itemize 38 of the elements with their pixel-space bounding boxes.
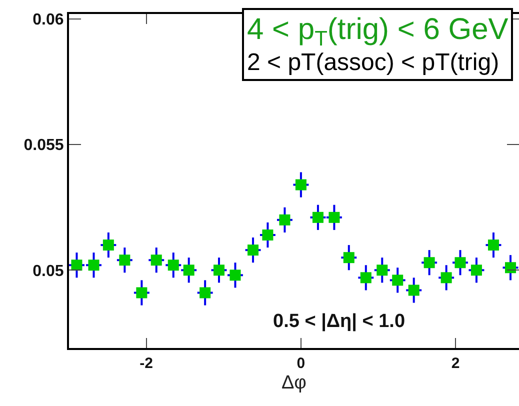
point	[488, 240, 499, 251]
x-tick-label: -2	[140, 355, 153, 372]
point	[230, 270, 241, 281]
annotation: 2 < pT(assoc) < pT(trig)	[247, 49, 500, 76]
point	[168, 260, 179, 271]
point	[360, 272, 372, 284]
x-axis-title: Δφ	[281, 372, 307, 394]
x-tick-label: 2	[451, 355, 460, 372]
point	[150, 254, 162, 266]
point	[424, 257, 435, 268]
x-tick-label: 0	[296, 355, 306, 372]
point	[200, 287, 211, 298]
point	[312, 212, 324, 223]
point	[183, 264, 194, 276]
point	[71, 260, 82, 271]
point	[136, 287, 148, 298]
y-tick-label: 0.06	[32, 12, 64, 29]
point	[408, 284, 420, 296]
point	[470, 264, 482, 276]
y-tick-label: 0.05	[32, 262, 64, 280]
point	[504, 262, 516, 274]
point	[328, 212, 340, 223]
point	[376, 264, 388, 276]
point	[279, 214, 290, 226]
point	[102, 240, 114, 251]
point	[262, 229, 274, 240]
point	[343, 252, 354, 264]
point	[214, 264, 224, 276]
point	[295, 179, 306, 190]
point	[454, 257, 466, 268]
point	[440, 272, 452, 284]
annotation: 4 < p$_{T}$(trig) < 6 GeV	[247, 13, 508, 50]
point	[392, 274, 404, 286]
point	[119, 254, 130, 266]
point	[248, 244, 259, 256]
point	[88, 260, 100, 271]
annotation: 0.5 < |Δη| < 1.0	[273, 311, 406, 332]
y-tick-label: 0.055	[24, 137, 64, 154]
